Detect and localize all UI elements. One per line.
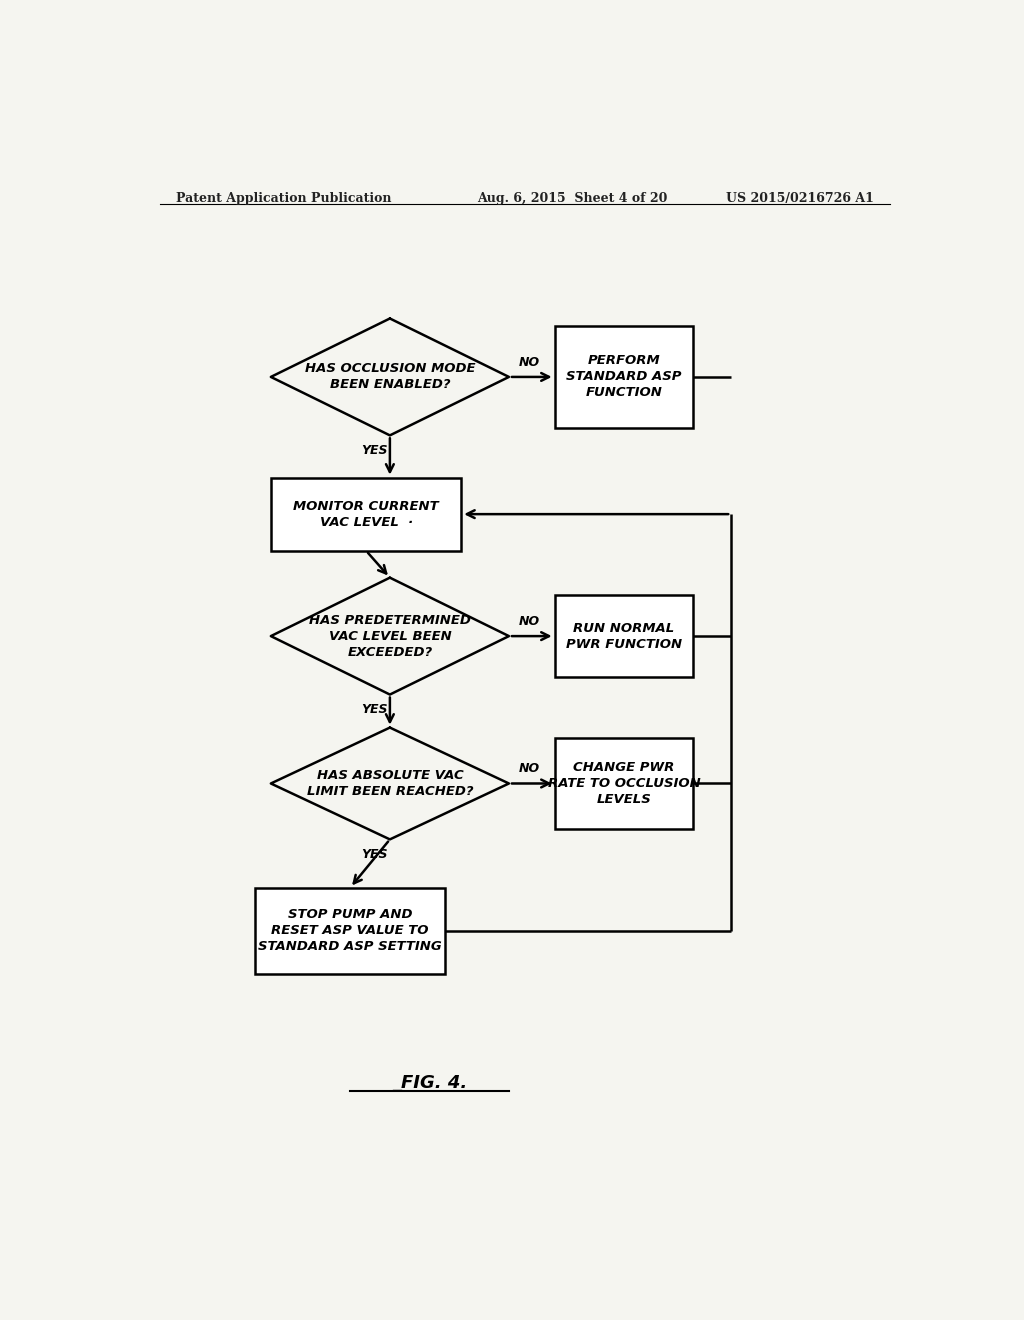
Text: NO: NO [518, 356, 540, 368]
Text: STOP PUMP AND
RESET ASP VALUE TO
STANDARD ASP SETTING: STOP PUMP AND RESET ASP VALUE TO STANDAR… [258, 908, 442, 953]
Bar [555, 326, 693, 428]
Bar [255, 887, 445, 974]
Bar [555, 738, 693, 829]
Text: YES: YES [360, 847, 387, 861]
Text: PERFORM
STANDARD ASP
FUNCTION: PERFORM STANDARD ASP FUNCTION [566, 355, 682, 400]
Text: NO: NO [518, 615, 540, 628]
Text: YES: YES [360, 702, 387, 715]
Bar [555, 595, 693, 677]
Text: US 2015/0216726 A1: US 2015/0216726 A1 [726, 191, 873, 205]
Text: MONITOR CURRENT
VAC LEVEL  ·: MONITOR CURRENT VAC LEVEL · [293, 500, 439, 528]
Text: _FIG. 4.: _FIG. 4. [392, 1074, 467, 1093]
Text: RUN NORMAL
PWR FUNCTION: RUN NORMAL PWR FUNCTION [566, 622, 682, 651]
Text: Patent Application Publication: Patent Application Publication [176, 191, 391, 205]
Text: HAS ABSOLUTE VAC
LIMIT BEEN REACHED?: HAS ABSOLUTE VAC LIMIT BEEN REACHED? [306, 770, 473, 799]
Text: HAS PREDETERMINED
VAC LEVEL BEEN
EXCEEDED?: HAS PREDETERMINED VAC LEVEL BEEN EXCEEDE… [309, 614, 471, 659]
Text: HAS OCCLUSION MODE
BEEN ENABLED?: HAS OCCLUSION MODE BEEN ENABLED? [304, 363, 475, 392]
Text: CHANGE PWR
RATE TO OCCLUSION
LEVELS: CHANGE PWR RATE TO OCCLUSION LEVELS [548, 762, 700, 807]
Text: YES: YES [360, 444, 387, 457]
Text: NO: NO [518, 763, 540, 775]
Text: Aug. 6, 2015  Sheet 4 of 20: Aug. 6, 2015 Sheet 4 of 20 [477, 191, 668, 205]
Bar [270, 478, 461, 550]
